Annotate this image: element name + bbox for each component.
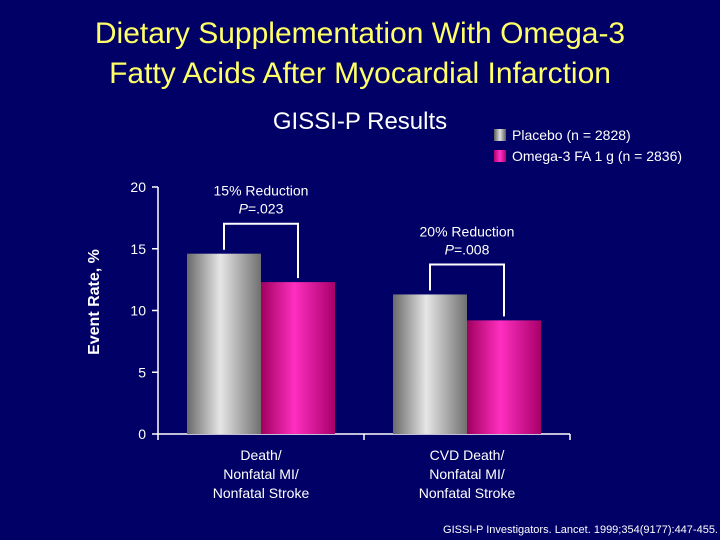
chart-legend: Placebo (n = 2828) Omega-3 FA 1 g (n = 2… [494,124,682,166]
significance-bracket [429,263,505,317]
legend-swatch-placebo [494,128,506,141]
annotation-reduction: 15% Reduction [214,183,309,199]
y-tick-label: 5 [138,364,146,380]
bar-omega3-2 [467,320,541,434]
chart-subtitle: GISSI-P Results [272,108,448,135]
x-category-label: Nonfatal MI/ [223,466,299,482]
bar-placebo-2 [393,294,467,434]
legend-item-omega3: Omega-3 FA 1 g (n = 2836) [494,145,682,166]
y-tick-label: 0 [138,426,146,442]
legend-label-omega3: Omega-3 FA 1 g (n = 2836) [512,147,683,164]
x-category-label: Nonfatal MI/ [429,466,505,482]
slide-title: Dietary Supplementation With Omega-3 Fat… [0,14,720,94]
bar-omega3-1 [261,282,335,434]
y-tick-label: 15 [130,241,146,257]
x-category-label: CVD Death/ [430,447,505,463]
significance-bracket [223,222,299,279]
legend-label-placebo: Placebo (n = 2828) [512,126,631,143]
annotation-p-value: P=.008 [445,241,490,257]
annotation-reduction: 20% Reduction [420,223,515,239]
title-line-2: Fatty Acids After Myocardial Infarction [109,57,611,90]
title-line-1: Dietary Supplementation With Omega-3 [94,17,626,50]
y-tick-label: 20 [130,179,146,195]
p-symbol: P [445,241,455,257]
annotation-p-value: P=.023 [239,201,284,217]
p-value: =.008 [454,241,490,257]
legend-swatch-omega3 [494,149,506,162]
x-category-label: Nonfatal Stroke [213,485,310,501]
x-category-label: Nonfatal Stroke [419,485,516,501]
bar-placebo-1 [187,253,261,434]
x-category-label: Death/ [240,447,281,463]
p-value: =.023 [248,201,284,217]
legend-item-placebo: Placebo (n = 2828) [494,124,682,145]
citation: GISSI-P Investigators. Lancet. 1999;354(… [443,524,718,536]
y-tick-label: 10 [130,303,146,319]
p-symbol: P [239,201,249,217]
citation-text: GISSI-P Investigators. Lancet. 1999;354(… [443,524,718,536]
